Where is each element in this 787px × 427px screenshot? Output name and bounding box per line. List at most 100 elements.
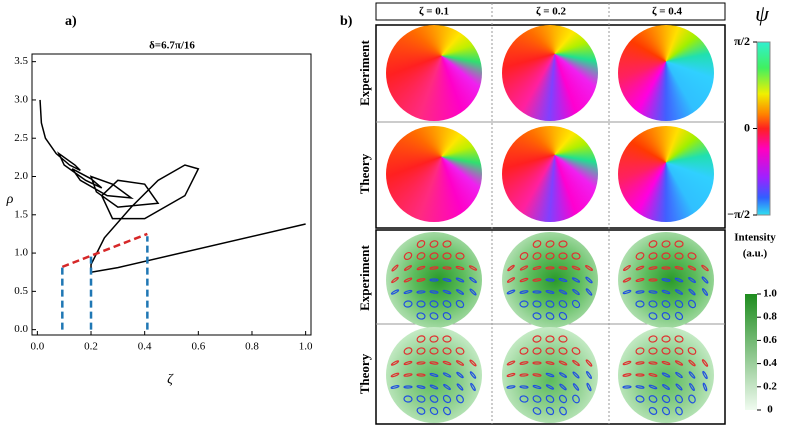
polarization-ellipse [701, 264, 709, 272]
polarization-ellipse [701, 359, 709, 367]
polarization-ellipse [545, 300, 555, 308]
x-tick-label: 0.8 [245, 341, 259, 353]
line [61, 232, 148, 269]
polarization-ellipse [688, 277, 696, 283]
intensity-map [502, 232, 598, 328]
polarization-ellipse [545, 252, 555, 260]
phase-map [502, 25, 598, 121]
polarization-ellipse [468, 265, 478, 271]
polarization-ellipse [442, 406, 452, 416]
polarization-ellipse [661, 240, 671, 248]
x-tick-label: 0.6 [191, 341, 205, 353]
polarization-ellipse [545, 312, 555, 320]
header-box [375, 2, 726, 21]
line [39, 99, 306, 274]
phase-map [618, 25, 714, 121]
polarization-ellipse [648, 361, 658, 365]
x-tick-label: 0.2 [84, 341, 98, 353]
polarization-ellipse [469, 288, 477, 296]
polarization-ellipse [688, 359, 696, 367]
polarization-ellipse [442, 252, 452, 260]
polarization-ellipse [701, 288, 709, 296]
polarization-ellipse [558, 240, 568, 248]
polarization-ellipse [688, 371, 696, 379]
polarization-ellipse [558, 252, 568, 260]
polarization-ellipse [442, 266, 452, 270]
polarization-ellipse [635, 265, 645, 271]
polarization-ellipse [416, 252, 426, 260]
polarization-ellipse [687, 299, 697, 309]
polarization-ellipse [674, 360, 684, 366]
phase-map [386, 25, 482, 121]
polarization-ellipse [689, 383, 695, 391]
polarization-ellipse [571, 277, 581, 283]
polarization-ellipse [429, 312, 439, 320]
polarization-ellipse [456, 383, 464, 391]
polarization-ellipse [403, 289, 413, 295]
polarization-ellipse [519, 277, 529, 283]
polarization-ellipse [416, 395, 426, 403]
polarization-ellipse [622, 385, 632, 389]
polarization-ellipse [391, 276, 399, 284]
polarization-ellipse [585, 359, 593, 367]
polarization-ellipse [442, 278, 452, 282]
polarization-ellipse [429, 406, 439, 416]
colorbar-tick-label: −π/2 [727, 207, 750, 221]
colorbar-tick-label: 0.4 [763, 357, 777, 369]
polarization-ellipse [702, 370, 708, 380]
polarization-ellipse [635, 347, 645, 355]
polarization-ellipse [558, 372, 568, 378]
polarization-ellipse [532, 361, 542, 365]
polarization-ellipse [702, 382, 708, 392]
polarization-ellipse [455, 360, 465, 366]
polarization-ellipse [532, 278, 542, 282]
polarization-ellipse [571, 347, 581, 355]
x-tick-label: 0.0 [30, 341, 44, 353]
polarization-ellipse [416, 335, 426, 343]
polarization-ellipse [674, 277, 684, 283]
polarization-ellipse [469, 371, 477, 379]
polarization-ellipse [545, 384, 555, 390]
polarization-ellipse [429, 335, 439, 343]
polarization-ellipse [558, 394, 568, 404]
polarization-ellipse [403, 300, 413, 308]
polarization-ellipse [506, 372, 516, 378]
polarization-ellipse [442, 335, 452, 343]
colorbar-unit: (a.u.) [743, 248, 768, 260]
polarization-ellipse [416, 407, 426, 415]
y-tick-label: 0.5 [14, 285, 28, 297]
polarization-ellipse [648, 384, 658, 390]
x-tick-label: 1.0 [299, 341, 313, 353]
polarization-ellipse [469, 276, 477, 284]
intensity-box [375, 229, 726, 425]
panel-label: b) [340, 14, 353, 29]
polarization-ellipse [674, 347, 684, 355]
polarization-ellipse [635, 278, 645, 282]
polarization-ellipse [532, 335, 542, 343]
polarization-ellipse [442, 360, 452, 366]
polarization-ellipse [403, 265, 413, 271]
polarization-ellipse [648, 395, 658, 403]
polarization-ellipse [559, 406, 567, 416]
polarization-ellipse [571, 265, 581, 271]
polarization-ellipse [519, 373, 529, 377]
polarization-ellipse [661, 252, 671, 260]
polarization-ellipse [623, 265, 631, 271]
polarization-ellipse [456, 394, 464, 404]
polarization-ellipse [403, 251, 413, 261]
chart-title: δ=6.7π/16 [149, 40, 195, 52]
polarization-ellipse [635, 252, 645, 260]
polarization-ellipse [558, 360, 568, 366]
colorbar-tick-label: π/2 [734, 34, 750, 48]
polarization-ellipse [416, 385, 426, 389]
polarization-ellipse [456, 371, 464, 379]
polarization-ellipse [429, 361, 439, 365]
polarization-ellipse [416, 265, 426, 271]
polarization-ellipse [506, 289, 516, 295]
polarization-ellipse [572, 371, 580, 379]
polarization-ellipse [455, 347, 465, 355]
polarization-ellipse [416, 361, 426, 365]
polarization-ellipse [403, 395, 413, 403]
polarization-ellipse [661, 406, 671, 416]
